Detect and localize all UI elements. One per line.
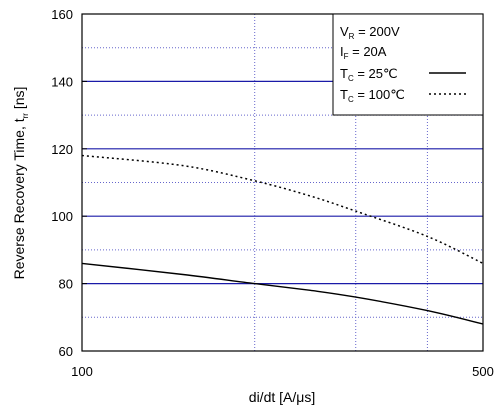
series-layer bbox=[81, 154, 484, 325]
y-axis-title-units: [ns] bbox=[11, 87, 27, 113]
legend-condition-value: = 20A bbox=[349, 44, 387, 59]
legend-condition-sub: R bbox=[349, 32, 355, 41]
y-axis-title-sub: rr bbox=[21, 113, 30, 119]
legend-condition: VR = 200V bbox=[340, 24, 400, 41]
legend-condition: IF = 20A bbox=[340, 44, 387, 61]
legend-entry-label-sub: C bbox=[348, 95, 354, 104]
y-tick-label: 100 bbox=[51, 209, 73, 224]
x-tick-label: 500 bbox=[472, 364, 494, 379]
legend-entry-label: TC = 100℃ bbox=[340, 87, 405, 104]
y-tick-label: 60 bbox=[59, 344, 73, 359]
legend-condition-main: I bbox=[340, 44, 344, 59]
x-axis-title-mu: μ bbox=[296, 389, 304, 405]
plot-frame bbox=[81, 13, 484, 352]
legend-entry-label-main: T bbox=[340, 87, 348, 102]
x-axis-title-suffix: s] bbox=[304, 389, 315, 405]
y-tick-label: 80 bbox=[59, 277, 73, 292]
tick-layer: 60 80 100 120 140 160 100 500 bbox=[51, 7, 494, 379]
x-axis-title: di/dt [A/μs] bbox=[249, 389, 315, 405]
legend-entry-label-sub: C bbox=[348, 74, 354, 83]
legend-box bbox=[332, 13, 484, 116]
y-axis-title-main: Reverse Recovery Time, t bbox=[11, 118, 27, 279]
series-line-dotted bbox=[81, 154, 484, 265]
y-tick-label: 160 bbox=[51, 7, 73, 22]
legend-entry-label: TC = 25℃ bbox=[340, 66, 398, 83]
y-tick-label: 140 bbox=[51, 74, 73, 89]
legend-condition-main: V bbox=[340, 24, 349, 39]
legend-entry-label-value: = 25℃ bbox=[354, 66, 398, 81]
legend-condition-sub: F bbox=[344, 52, 349, 61]
x-axis-title-prefix: di/dt [A/ bbox=[249, 389, 297, 405]
legend-entry-label-main: T bbox=[340, 66, 348, 81]
y-axis-title: Reverse Recovery Time, trr [ns] bbox=[11, 87, 30, 280]
y-tick-label: 120 bbox=[51, 142, 73, 157]
legend-entry-label-value: = 100℃ bbox=[354, 87, 405, 102]
legend-condition-value: = 200V bbox=[354, 24, 400, 39]
series-line-solid bbox=[81, 262, 484, 325]
x-tick-label: 100 bbox=[71, 364, 93, 379]
